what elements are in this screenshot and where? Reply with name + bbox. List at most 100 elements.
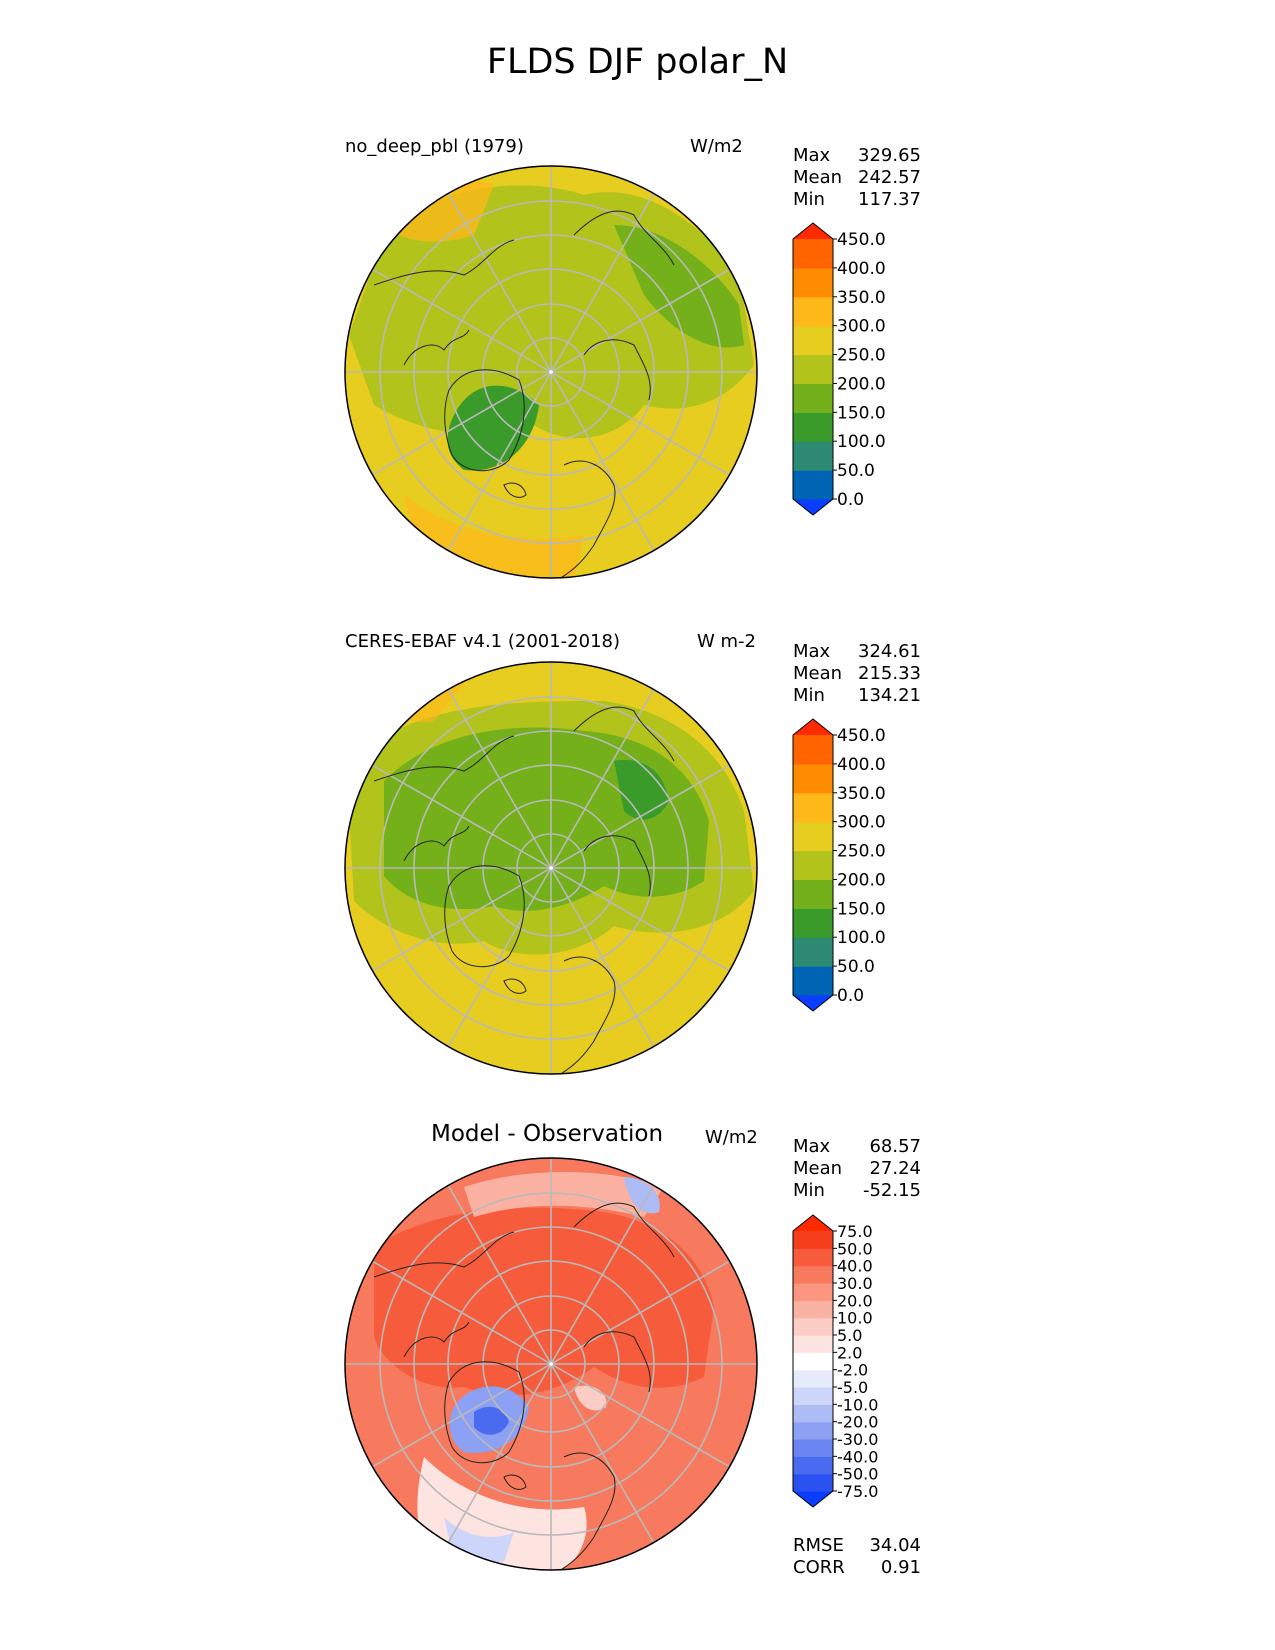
arctic-core-region — [384, 727, 709, 911]
colorbar-tick-label: 300.0 — [837, 317, 886, 337]
panel-1-polar-map — [344, 165, 758, 579]
colorbar-tick-label: 30.0 — [837, 1274, 873, 1293]
colorbar-segment — [793, 1335, 833, 1353]
colorbar-tick-label: 450.0 — [837, 726, 886, 746]
colorbar-tick-label: -40.0 — [837, 1447, 878, 1466]
colorbar-segment — [793, 908, 833, 938]
siberia-region — [614, 225, 744, 348]
colorbar-tick-label: -5.0 — [837, 1378, 868, 1397]
colorbar-segment — [793, 1265, 833, 1284]
stat-max-value: 324.61 — [858, 641, 921, 662]
coastlines — [373, 1202, 675, 1570]
colorbar-tick-label: 0.0 — [837, 986, 864, 1006]
colorbar-segment — [793, 1369, 833, 1388]
stat-mean-value: 242.57 — [858, 167, 921, 188]
colorbar-segment — [793, 763, 833, 794]
stat-min-value: 134.21 — [858, 685, 921, 706]
coastlines — [373, 210, 675, 578]
panel-1-units: W/m2 — [690, 136, 743, 157]
colorbar-segment — [793, 1439, 833, 1457]
panel-3-title: Model - Observation — [431, 1121, 664, 1147]
colorbar-tick-label: 250.0 — [837, 842, 886, 862]
colorbar-segment — [793, 1404, 833, 1423]
colorbar-tick-label: 100.0 — [837, 432, 886, 452]
colorbar-segment — [793, 735, 833, 765]
colorbar-segment — [793, 412, 833, 442]
colorbar-tick-label: 200.0 — [837, 870, 886, 890]
colorbar-segment — [793, 239, 833, 269]
stat-max-label: Max — [793, 145, 831, 166]
metric-corr-value: 0.91 — [880, 1557, 921, 1578]
panel-2-polar-map — [344, 661, 758, 1075]
colorbar-tick-label: -75.0 — [837, 1482, 878, 1501]
colorbar-tick-label: 2.0 — [837, 1343, 862, 1362]
colorbar-tick-label: 350.0 — [837, 784, 886, 804]
colorbar-tick-label: 40.0 — [837, 1257, 873, 1276]
colorbar-segment — [793, 937, 833, 967]
panel-3-colorbar: -75.0-50.0-40.0-30.0-20.0-10.0-5.0-2.02.… — [792, 1214, 878, 1508]
colorbar-tick-label: 150.0 — [837, 899, 886, 919]
stat-mean-label: Mean — [793, 1158, 843, 1179]
panel-1-stats: Max 329.65 Mean 242.57 Min 117.37 — [793, 145, 921, 211]
stat-mean-value: 215.33 — [858, 663, 921, 684]
metric-rmse-label: RMSE — [793, 1535, 844, 1556]
colorbar-tick-label: 400.0 — [837, 755, 886, 775]
colorbar-segment — [793, 821, 833, 852]
coastlines — [373, 706, 675, 1074]
stat-mean-label: Mean — [793, 663, 843, 684]
colorbar-segment — [793, 441, 833, 471]
panel-3-units: W/m2 — [705, 1127, 758, 1148]
colorbar-segment — [793, 1300, 833, 1319]
stat-max-label: Max — [793, 641, 831, 662]
colorbar-tick-label: -2.0 — [837, 1361, 868, 1380]
panel-3-polar-map — [344, 1157, 758, 1571]
stat-max-value: 329.65 — [858, 145, 921, 166]
colorbar-segment — [793, 1387, 833, 1405]
colorbar-extend-max — [793, 1215, 833, 1231]
panel-1-label: no_deep_pbl (1979) — [345, 136, 524, 157]
colorbar-tick-label: 20.0 — [837, 1291, 873, 1310]
panel-3-stats: Max 68.57 Mean 27.24 Min -52.15 — [793, 1136, 921, 1202]
stat-mean-value: 27.24 — [869, 1158, 921, 1179]
colorbar-segment — [793, 966, 833, 996]
panel-2-stats: Max 324.61 Mean 215.33 Min 134.21 — [793, 641, 921, 707]
stat-min-label: Min — [793, 1180, 825, 1201]
stat-max-value: 68.57 — [869, 1136, 921, 1157]
colorbar-tick-label: -50.0 — [837, 1465, 878, 1484]
stat-min-value: -52.15 — [862, 1180, 921, 1201]
metric-rmse-value: 34.04 — [869, 1535, 921, 1556]
colorbar-tick-label: 150.0 — [837, 403, 886, 423]
colorbar-tick-label: 5.0 — [837, 1326, 862, 1345]
colorbar-segment — [793, 470, 833, 500]
stat-min-label: Min — [793, 189, 825, 210]
colorbar-segment — [793, 354, 833, 385]
colorbar-segment — [793, 1421, 833, 1440]
colorbar-tick-label: 350.0 — [837, 288, 886, 308]
colorbar-extend-min — [793, 1491, 833, 1507]
colorbar-segment — [793, 1283, 833, 1301]
panel-1-colorbar: 0.0 50.0 100.0 150.0 200.0 250.0 300.0 350.0 400… — [792, 222, 886, 516]
colorbar-tick-label: -20.0 — [837, 1413, 878, 1432]
colorbar-segment — [793, 792, 833, 823]
panel-2-units: W m-2 — [697, 631, 757, 652]
figure-title: FLDS DJF polar_N — [486, 42, 789, 82]
colorbar-extend-min — [793, 499, 833, 515]
colorbar-tick-label: 50.0 — [837, 957, 875, 977]
stat-mean-label: Mean — [793, 167, 843, 188]
colorbar-tick-label: 50.0 — [837, 1239, 873, 1258]
negative-patch-ne — [624, 1177, 660, 1214]
colorbar-tick-label: 100.0 — [837, 928, 886, 948]
stat-min-value: 117.37 — [858, 189, 921, 210]
panel-2-label: CERES-EBAF v4.1 (2001-2018) — [345, 631, 621, 652]
colorbar-segment — [793, 267, 833, 298]
siberia-region — [614, 760, 669, 820]
colorbar-segment — [793, 1231, 833, 1249]
colorbar-segment — [793, 325, 833, 356]
colorbar-tick-label: 450.0 — [837, 230, 886, 250]
colorbar-segment — [793, 850, 833, 881]
colorbar-segment — [793, 1473, 833, 1492]
greenland-region — [447, 385, 539, 471]
colorbar-segment — [793, 296, 833, 327]
colorbar-segment — [793, 1456, 833, 1475]
panel-2-colorbar: 0.0 50.0 100.0 150.0 200.0 250.0 300.0 350.0 400… — [792, 718, 886, 1012]
